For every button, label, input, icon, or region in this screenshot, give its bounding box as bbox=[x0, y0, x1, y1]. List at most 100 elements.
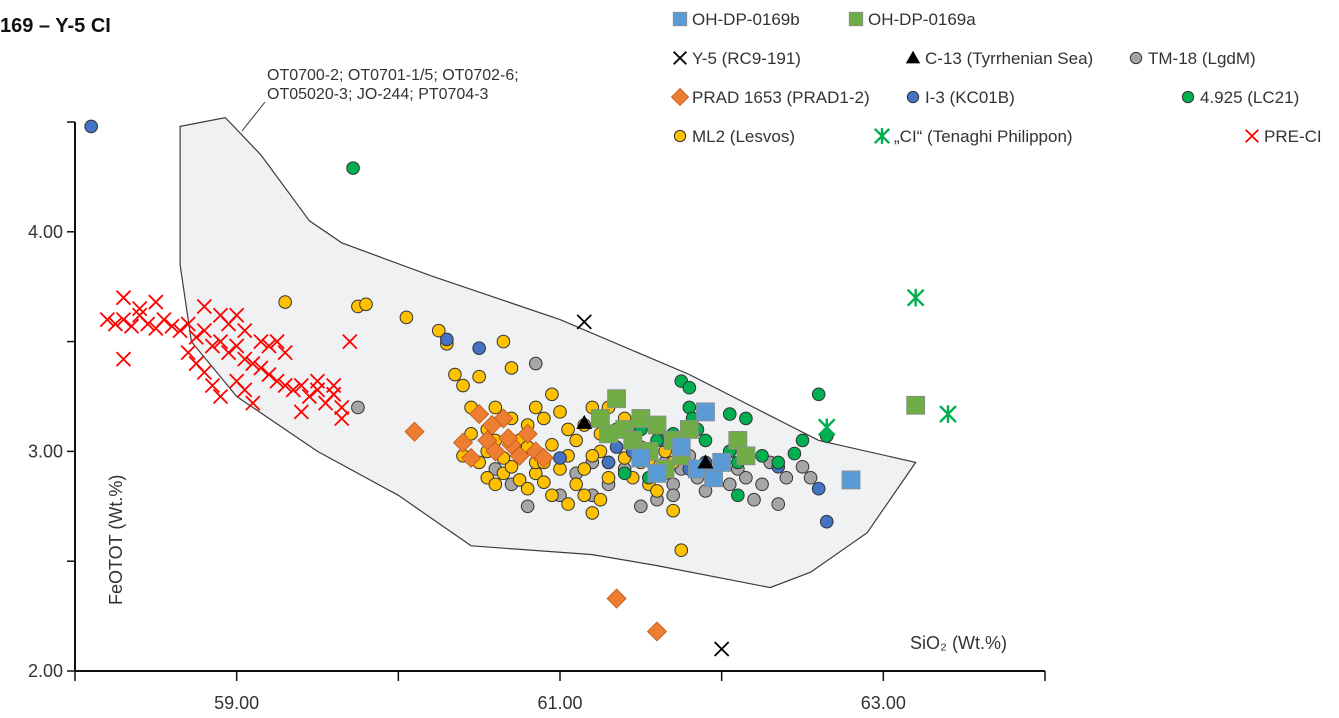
legend-marker-4-925-lc21 bbox=[1181, 90, 1195, 104]
data-point-pre-ci bbox=[115, 312, 132, 328]
data-point-4-925-lc21 bbox=[787, 446, 802, 461]
points-layer bbox=[84, 119, 957, 657]
data-point-i-3-kc01b bbox=[811, 481, 826, 496]
data-point-ml2-lesvos bbox=[456, 378, 470, 393]
data-point-prad-1653-prad1-2 bbox=[482, 414, 503, 436]
legend-label-pre-ci: PRE-CI bbox=[1264, 127, 1322, 146]
data-point-pre-ci bbox=[212, 388, 229, 405]
legend-label-oh-dp-0169b: OH-DP-0169b bbox=[692, 10, 800, 29]
data-point-pre-ci bbox=[196, 364, 212, 380]
data-point-ml2-lesvos bbox=[674, 543, 689, 558]
data-point-4-925-lc21 bbox=[731, 488, 745, 503]
field-layer: OT0700-2; OT0701-1/5; OT0702-6; OT05020-3… bbox=[179, 67, 917, 589]
data-point-4-925-lc21 bbox=[698, 433, 713, 448]
x-tick-label: 63.00 bbox=[861, 693, 906, 713]
data-point-ml2-lesvos bbox=[448, 367, 462, 382]
data-point-ml2-lesvos bbox=[585, 448, 600, 463]
data-point-pre-ci bbox=[245, 395, 261, 411]
y-tick-label: 2.00 bbox=[28, 661, 63, 681]
data-point-ml2-lesvos bbox=[504, 361, 519, 375]
data-point-pre-ci bbox=[245, 355, 261, 372]
data-point-pre-ci bbox=[229, 338, 245, 354]
data-point-pre-ci bbox=[115, 351, 132, 367]
data-point-prad-1653-prad1-2 bbox=[606, 588, 627, 609]
legend-label-oh-dp-0169a: OH-DP-0169a bbox=[868, 10, 976, 29]
x-tick-label: 59.00 bbox=[214, 693, 259, 713]
reference-field-outline bbox=[179, 116, 917, 589]
data-point-ml2-lesvos bbox=[585, 506, 600, 520]
data-point-pre-ci bbox=[293, 377, 309, 394]
data-point-oh-dp-0169b bbox=[647, 463, 667, 483]
data-point-ml2-lesvos bbox=[666, 503, 680, 518]
data-point-ml2-lesvos bbox=[545, 438, 559, 452]
data-point-pre-ci bbox=[132, 301, 148, 317]
data-point-pre-ci bbox=[334, 399, 350, 416]
data-point-oh-dp-0169b bbox=[671, 437, 691, 457]
axes-layer: 59.00 61.00 63.00 2.00 3.00 4.00 bbox=[28, 121, 1046, 713]
data-point-c-13-tyrrhenian-sea bbox=[697, 454, 714, 469]
data-point-pre-ci bbox=[301, 388, 318, 405]
data-point-ml2-lesvos bbox=[577, 488, 592, 503]
data-point-pre-ci bbox=[253, 333, 269, 350]
data-point-tm-18-lgdm bbox=[351, 400, 365, 415]
data-point-4-925-lc21 bbox=[722, 407, 737, 421]
legend-marker-oh-dp-0169a bbox=[848, 11, 864, 27]
data-point-ml2-lesvos bbox=[488, 400, 503, 415]
legend-label-ml2-lesvos: ML2 (Lesvos) bbox=[692, 127, 795, 146]
data-point-oh-dp-0169a bbox=[736, 446, 756, 466]
legend-marker-oh-dp-0169b bbox=[672, 11, 688, 27]
data-point-ml2-lesvos bbox=[278, 295, 292, 309]
data-point-4-925-lc21 bbox=[811, 387, 826, 402]
data-point-ml2-lesvos bbox=[520, 481, 535, 496]
data-point-pre-ci bbox=[188, 329, 204, 345]
data-point-ml2-lesvos bbox=[399, 310, 414, 325]
data-point-oh-dp-0169a bbox=[906, 395, 926, 415]
data-point-pre-ci bbox=[277, 377, 293, 394]
data-point-tm-18-lgdm bbox=[771, 497, 786, 511]
data-point-pre-ci bbox=[237, 382, 253, 398]
field-annotation-line: OT05020-3; JO-244; PT0704-3 bbox=[267, 86, 489, 103]
data-point-pre-ci bbox=[334, 410, 350, 427]
data-point-tm-18-lgdm bbox=[779, 470, 794, 485]
annotation-leader-line bbox=[241, 101, 266, 132]
data-point-ml2-lesvos bbox=[561, 497, 575, 511]
data-point-pre-ci bbox=[123, 318, 140, 334]
legend-label-4-925-lc21: 4.925 (LC21) bbox=[1200, 88, 1299, 107]
data-point-prad-1653-prad1-2 bbox=[485, 441, 506, 462]
data-point-tm-18-lgdm bbox=[795, 459, 810, 474]
data-point-pre-ci bbox=[229, 307, 245, 323]
data-point-oh-dp-0169b bbox=[696, 402, 715, 422]
legend-marker-prad-1653-prad1-2 bbox=[670, 87, 690, 107]
data-point-oh-dp-0169b bbox=[631, 448, 651, 468]
data-point-oh-dp-0169a bbox=[647, 415, 667, 435]
data-point-prad-1653-prad1-2 bbox=[452, 432, 474, 453]
data-point-ml2-lesvos bbox=[464, 427, 478, 441]
legend-label-prad-1653-prad1-2: PRAD 1653 (PRAD1-2) bbox=[692, 88, 870, 107]
x-axis-label: SiO₂ (Wt.%) bbox=[910, 633, 1007, 653]
data-point-pre-ci bbox=[285, 382, 301, 398]
data-point-prad-1653-prad1-2 bbox=[404, 421, 425, 442]
data-point-y-5-rc9-191 bbox=[576, 314, 592, 330]
data-point-i-3-kc01b bbox=[472, 341, 486, 355]
data-point-pre-ci bbox=[196, 298, 212, 315]
data-point-pre-ci bbox=[180, 344, 196, 361]
legend-label-i-3-kc01b: I-3 (KC01B) bbox=[925, 88, 1015, 107]
data-point-oh-dp-0169a bbox=[591, 409, 610, 428]
data-point-pre-ci bbox=[107, 316, 124, 332]
data-point-ml2-lesvos bbox=[537, 411, 551, 426]
data-point-pre-ci bbox=[293, 404, 309, 420]
data-point-pre-ci bbox=[269, 333, 285, 350]
legend-label-tm-18-lgdm: TM-18 (LgdM) bbox=[1148, 49, 1256, 68]
field-annotation-line: OT0700-2; OT0701-1/5; OT0702-6; bbox=[267, 67, 519, 84]
data-point-ml2-lesvos bbox=[650, 484, 664, 498]
data-point-tm-18-lgdm bbox=[528, 356, 543, 371]
data-point-4-925-lc21 bbox=[795, 433, 810, 448]
legend-marker-tm-18-lgdm bbox=[1129, 51, 1143, 65]
data-point-prad-1653-prad1-2 bbox=[469, 404, 490, 425]
data-point-tm-18-lgdm bbox=[755, 477, 769, 492]
x-tick-label: 61.00 bbox=[537, 693, 582, 713]
data-point-4-925-lc21 bbox=[617, 466, 632, 481]
legend-marker-ml2-lesvos bbox=[673, 129, 687, 143]
data-point-4-925-lc21 bbox=[755, 448, 769, 463]
data-point-pre-ci bbox=[220, 344, 237, 361]
